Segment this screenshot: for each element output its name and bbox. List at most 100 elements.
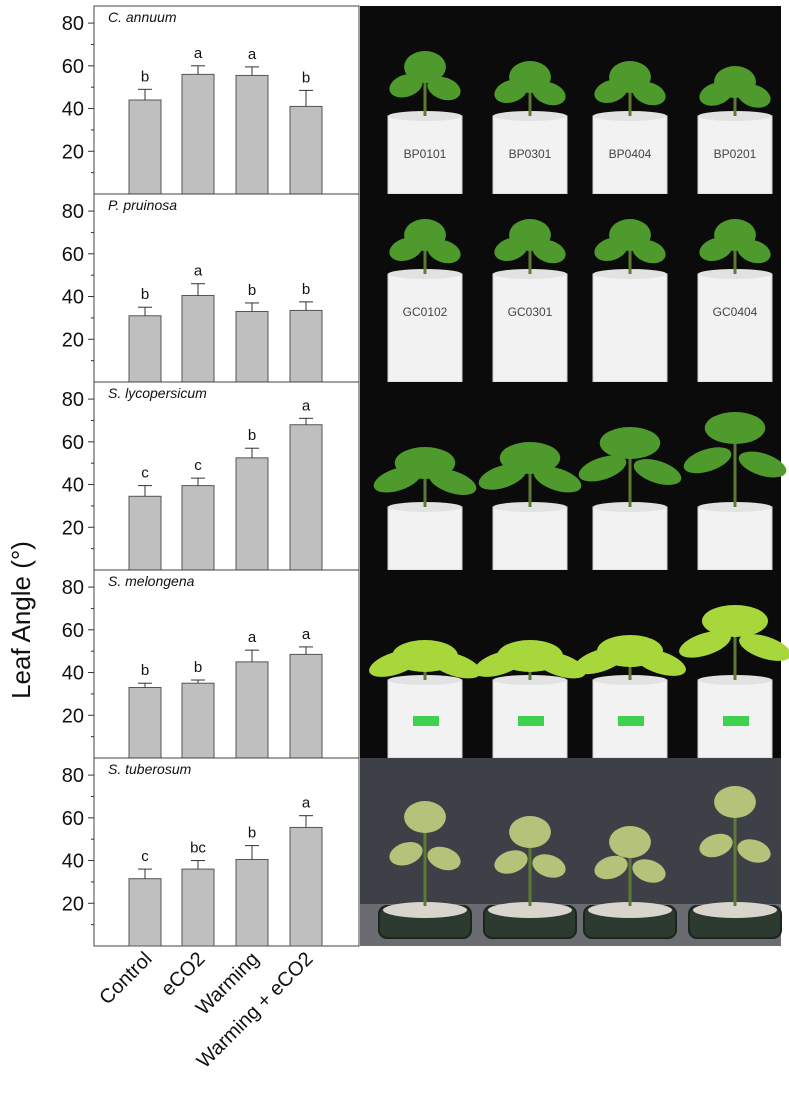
y-tick-label: 60 <box>62 620 84 642</box>
y-tick-label: 80 <box>62 201 84 223</box>
panel-2: 20 40 60 80 P. pruinosa b a b b GC0102 GC0301 GC040… <box>62 193 781 383</box>
bar <box>235 311 269 383</box>
bar <box>128 495 162 571</box>
bar <box>289 309 323 383</box>
panel-title: S. tuberosum <box>108 761 192 777</box>
significance-letter: c <box>141 465 149 482</box>
significance-letter: a <box>302 397 311 414</box>
y-tick-label: 80 <box>62 13 84 35</box>
significance-letter: a <box>248 629 257 646</box>
y-tick-label: 20 <box>62 705 84 727</box>
leaf <box>699 237 733 261</box>
significance-letter: bc <box>190 840 206 857</box>
y-tick-label: 20 <box>62 893 84 915</box>
pot-tape <box>413 716 439 726</box>
leaf <box>532 81 566 106</box>
leaf <box>532 854 566 878</box>
leaf <box>599 427 661 459</box>
leaf <box>633 459 682 485</box>
y-tick-label: 80 <box>62 577 84 599</box>
leaf <box>533 466 582 493</box>
x-tick-label: eCO2 <box>157 948 210 1001</box>
bar <box>235 858 269 947</box>
pot <box>387 115 463 195</box>
y-tick-label: 80 <box>62 389 84 411</box>
significance-letter: b <box>194 659 202 676</box>
leaf <box>427 76 461 101</box>
panel-4: 20 40 60 80 S. melongena b b a a <box>62 569 789 759</box>
pot-label: GC0404 <box>713 305 758 319</box>
x-tick-label: Control <box>95 948 156 1009</box>
significance-letter: a <box>194 263 203 280</box>
leaf <box>739 634 789 661</box>
significance-letter: b <box>248 282 256 299</box>
leaf <box>494 850 528 874</box>
leaf <box>632 859 666 883</box>
y-tick-label: 40 <box>62 287 84 309</box>
y-tick-label: 40 <box>62 663 84 685</box>
leaf <box>594 79 628 103</box>
significance-letter: c <box>141 848 149 865</box>
significance-letter: b <box>302 281 310 298</box>
pot-tape <box>618 716 644 726</box>
pot <box>592 506 668 571</box>
leaf <box>532 239 566 264</box>
leaf <box>679 630 731 658</box>
bar <box>128 878 162 947</box>
bar <box>181 682 215 759</box>
pot-soil <box>588 902 672 918</box>
panel-title: S. lycopersicum <box>108 385 207 401</box>
y-tick-label: 20 <box>62 141 84 163</box>
leaf <box>632 81 666 106</box>
leaf <box>404 801 446 833</box>
leaf <box>737 239 771 264</box>
y-tick-label: 60 <box>62 56 84 78</box>
plant-photo: BP0101 BP0301 BP0404 BP0201 <box>360 6 781 195</box>
pot-label: BP0404 <box>609 147 652 161</box>
bar <box>289 826 323 947</box>
leaf <box>389 74 423 98</box>
bar <box>181 73 215 195</box>
pot <box>492 679 568 759</box>
leaf <box>683 447 732 474</box>
bar <box>128 315 162 383</box>
bar <box>128 99 162 195</box>
panel-title: C. annuum <box>108 9 177 25</box>
leaf <box>509 816 551 848</box>
pot <box>492 115 568 195</box>
significance-letter: a <box>302 626 311 643</box>
bar <box>181 485 215 571</box>
significance-letter: a <box>248 46 257 63</box>
leaf <box>494 79 528 103</box>
leaf <box>534 651 586 679</box>
leaf <box>578 455 627 482</box>
leaf <box>594 237 628 261</box>
plant-photo <box>360 570 789 759</box>
bar <box>181 868 215 947</box>
panel-3: 20 40 60 80 S. lycopersicum c c b a <box>62 381 787 571</box>
leaf <box>478 463 527 490</box>
pot <box>387 506 463 571</box>
pot-label: GC0102 <box>403 305 448 319</box>
significance-letter: b <box>141 68 149 85</box>
pot <box>697 115 773 195</box>
pot <box>592 273 668 383</box>
pot-label: BP0201 <box>714 147 757 161</box>
leaf <box>389 842 423 866</box>
leaf <box>373 466 422 493</box>
y-tick-label: 60 <box>62 432 84 454</box>
leaf <box>429 651 481 679</box>
leaf <box>699 833 733 858</box>
pot <box>697 506 773 571</box>
leaf <box>738 451 787 478</box>
bar <box>235 457 269 571</box>
plant-photo: GC0102 GC0301 GC0404 <box>360 194 781 383</box>
leaf <box>574 647 626 675</box>
significance-letter: b <box>248 825 256 842</box>
pot-label: BP0301 <box>509 147 552 161</box>
leaf <box>699 82 733 106</box>
pot <box>387 273 463 383</box>
leaf <box>594 855 628 880</box>
leaf <box>474 650 526 677</box>
leaf <box>737 839 771 863</box>
